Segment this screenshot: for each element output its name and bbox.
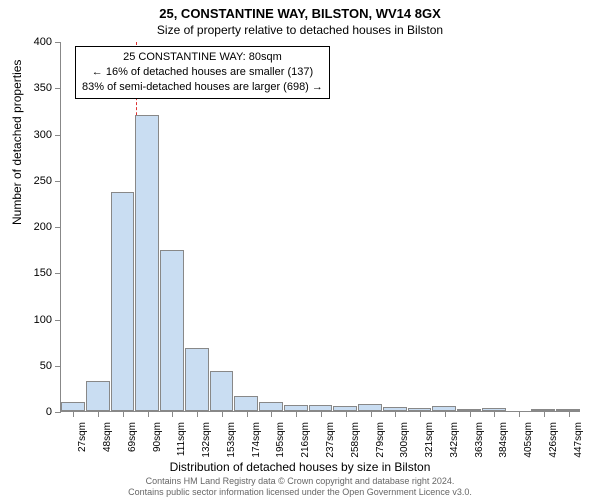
page-subtitle: Size of property relative to detached ho… (0, 21, 600, 37)
x-tick (569, 411, 570, 417)
x-tick (296, 411, 297, 417)
x-tick (445, 411, 446, 417)
x-tick (172, 411, 173, 417)
x-tick (73, 411, 74, 417)
x-tick (321, 411, 322, 417)
x-tick (470, 411, 471, 417)
histogram-bar (160, 250, 184, 411)
y-tick (55, 88, 61, 89)
y-tick (55, 181, 61, 182)
credits-line2: Contains public sector information licen… (0, 487, 600, 498)
histogram-bar (234, 396, 258, 411)
y-tick-label: 400 (12, 36, 52, 48)
annotation-line3: 83% of semi-detached houses are larger (… (82, 80, 323, 95)
y-tick-label: 300 (12, 129, 52, 141)
histogram-bar (358, 404, 382, 411)
y-tick (55, 273, 61, 274)
y-tick-label: 100 (12, 314, 52, 326)
y-tick (55, 135, 61, 136)
plot-area: 25 CONSTANTINE WAY: 80sqm ← 16% of detac… (60, 42, 580, 412)
histogram-bar (135, 115, 159, 411)
y-tick (55, 412, 61, 413)
y-tick (55, 227, 61, 228)
y-tick-label: 50 (12, 360, 52, 372)
annotation-line2: ← 16% of detached houses are smaller (13… (82, 65, 323, 80)
x-tick (371, 411, 372, 417)
histogram-bar (111, 192, 135, 411)
credits-line1: Contains HM Land Registry data © Crown c… (0, 476, 600, 487)
histogram-bar (259, 402, 283, 411)
x-tick (197, 411, 198, 417)
x-tick (519, 411, 520, 417)
chart-area: 25 CONSTANTINE WAY: 80sqm ← 16% of detac… (60, 42, 580, 412)
x-tick (494, 411, 495, 417)
annotation-box: 25 CONSTANTINE WAY: 80sqm ← 16% of detac… (75, 46, 330, 99)
x-tick (420, 411, 421, 417)
x-tick (346, 411, 347, 417)
x-tick (395, 411, 396, 417)
x-tick (148, 411, 149, 417)
y-tick (55, 42, 61, 43)
y-tick (55, 366, 61, 367)
x-tick (98, 411, 99, 417)
page-title: 25, CONSTANTINE WAY, BILSTON, WV14 8GX (0, 0, 600, 21)
y-tick (55, 320, 61, 321)
x-tick (544, 411, 545, 417)
y-tick-label: 250 (12, 175, 52, 187)
y-tick-label: 350 (12, 82, 52, 94)
y-tick-label: 0 (12, 406, 52, 418)
x-tick (271, 411, 272, 417)
x-tick (247, 411, 248, 417)
y-tick-label: 150 (12, 267, 52, 279)
histogram-bar (86, 381, 110, 411)
histogram-bar (210, 371, 234, 411)
histogram-bar (185, 348, 209, 411)
histogram-bar (61, 402, 85, 411)
chart-container: 25, CONSTANTINE WAY, BILSTON, WV14 8GX S… (0, 0, 600, 500)
x-tick (123, 411, 124, 417)
y-tick-label: 200 (12, 221, 52, 233)
annotation-line1: 25 CONSTANTINE WAY: 80sqm (82, 50, 323, 65)
x-tick (222, 411, 223, 417)
credits: Contains HM Land Registry data © Crown c… (0, 476, 600, 498)
x-axis-title: Distribution of detached houses by size … (0, 460, 600, 474)
